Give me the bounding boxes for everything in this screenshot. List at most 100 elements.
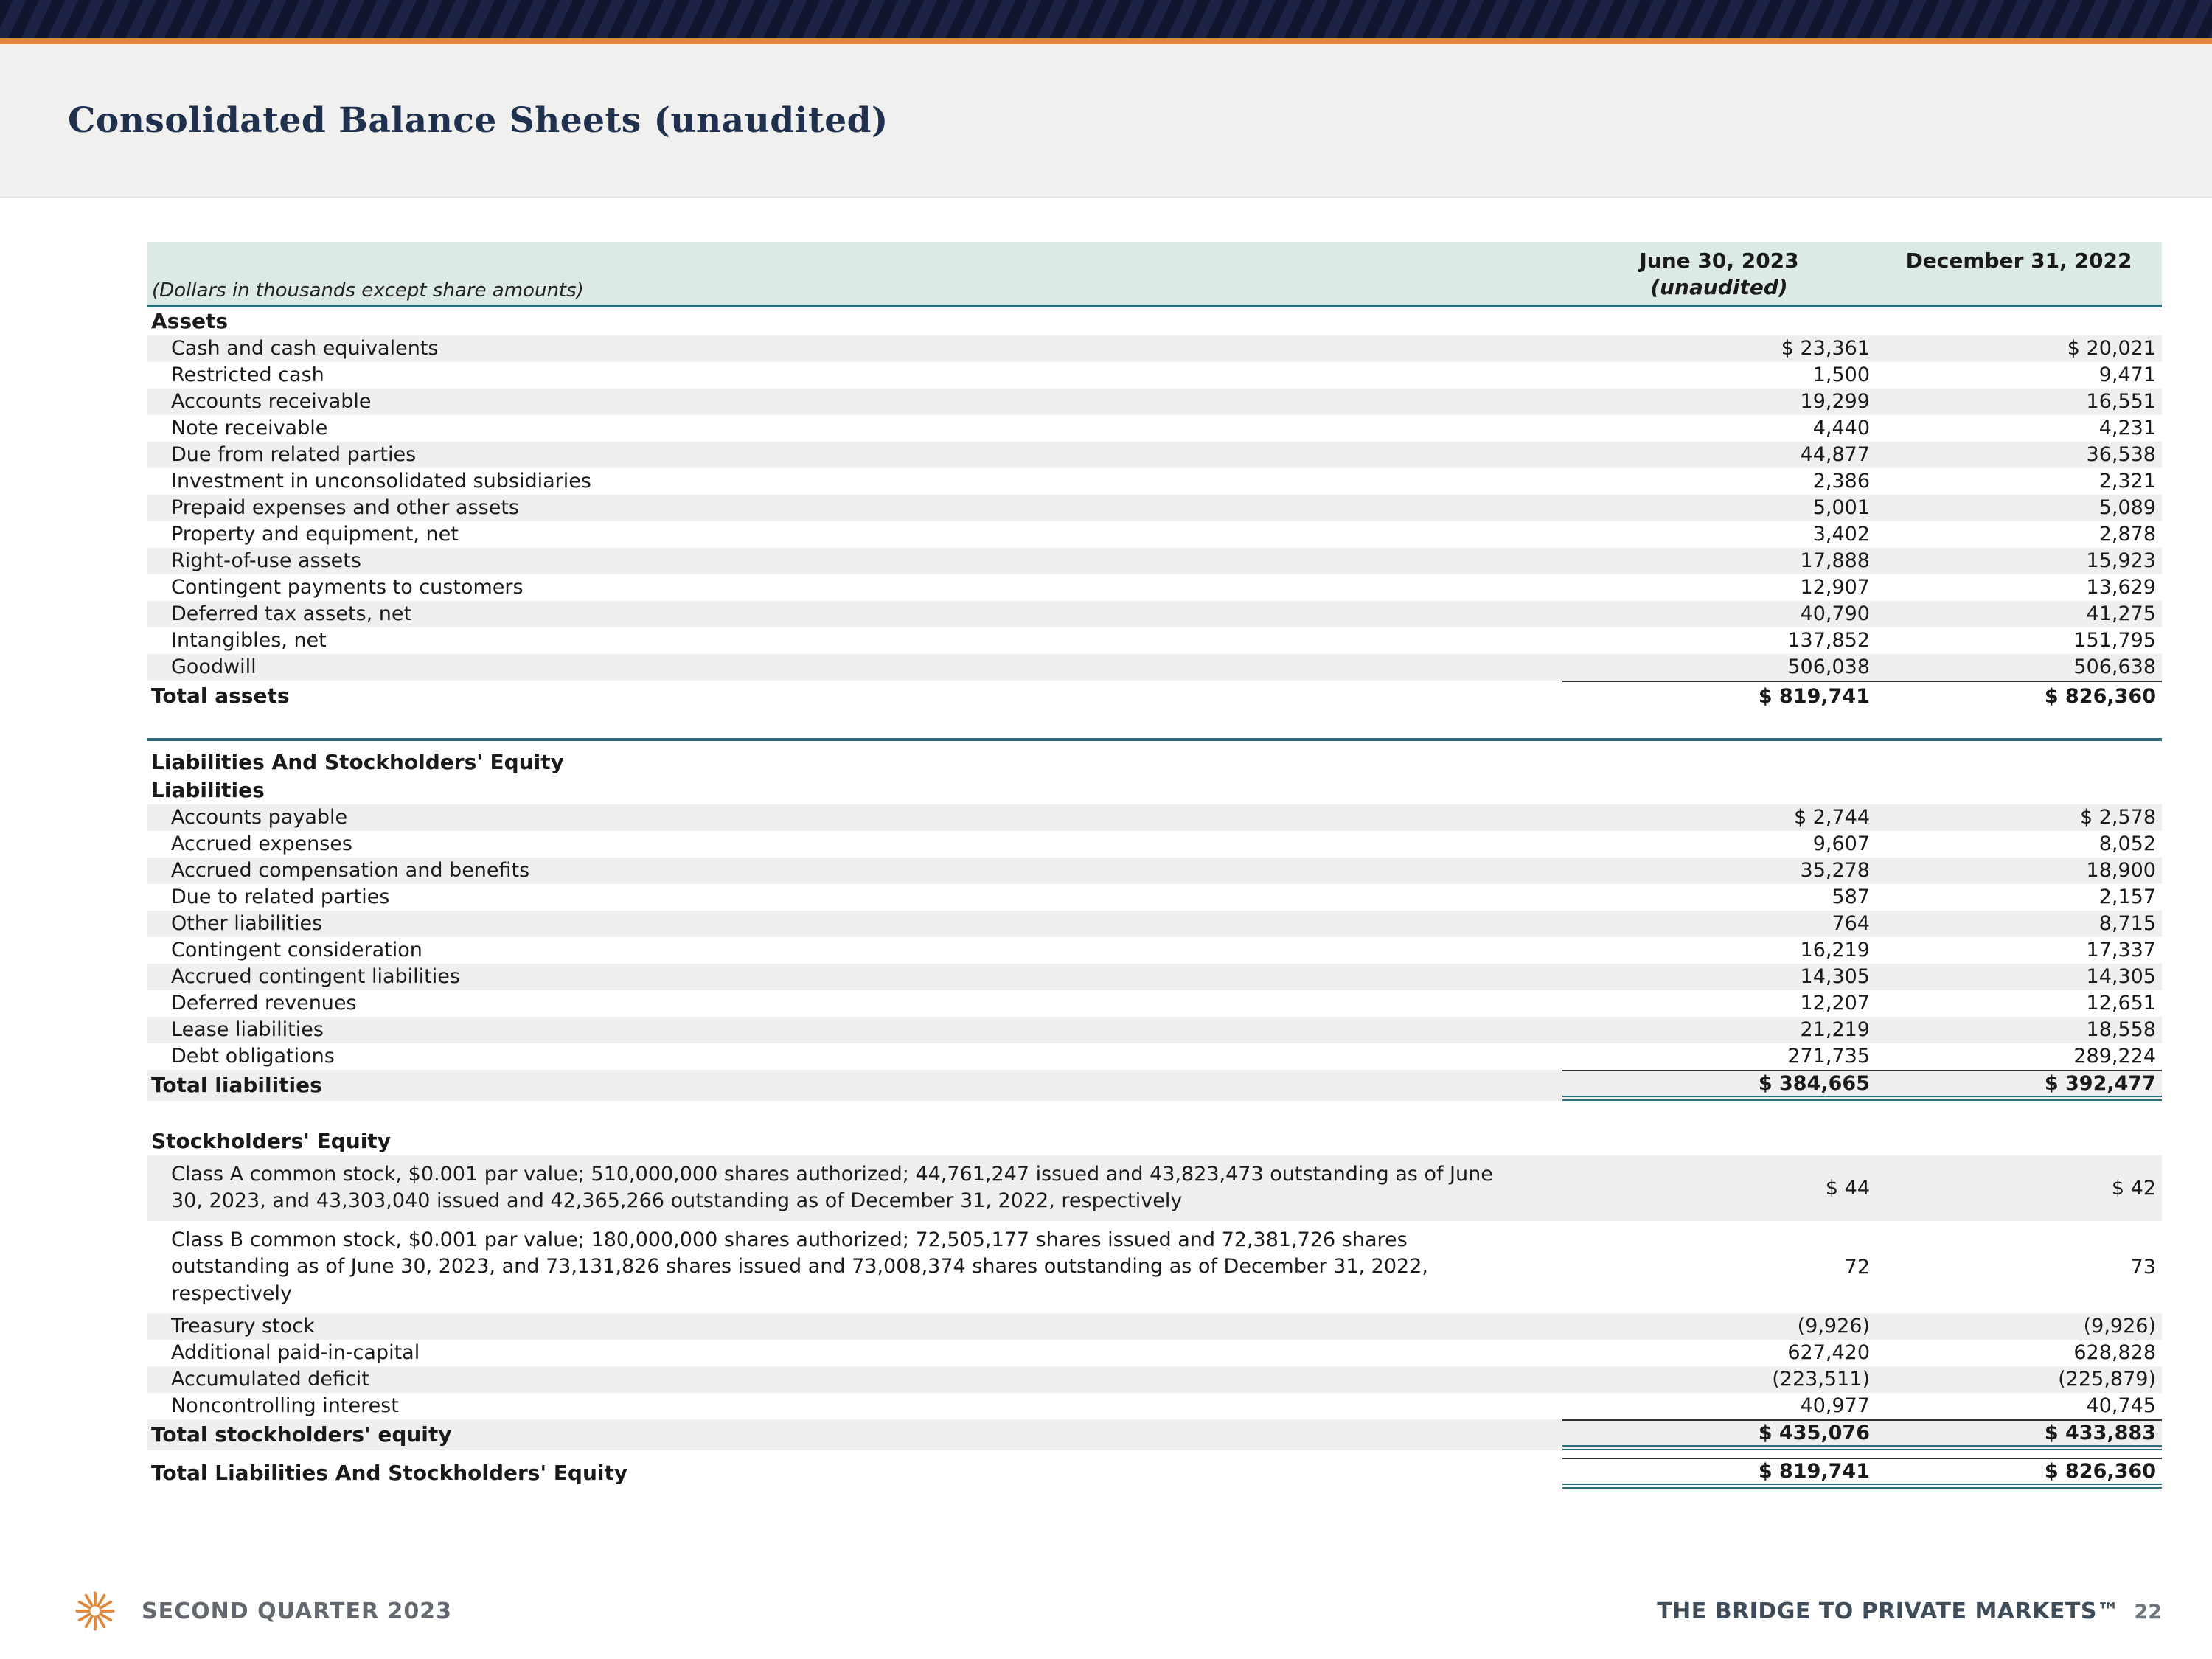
row-label: Prepaid expenses and other assets: [171, 496, 519, 520]
page-title: Consolidated Balance Sheets (unaudited): [68, 100, 888, 141]
row-label: Deferred revenues: [171, 992, 357, 1015]
column-header-june-2023: June 30, 2023 (unaudited): [1562, 248, 1876, 302]
row-label: Treasury stock: [171, 1315, 315, 1338]
value-december-2022: $ 433,883: [1876, 1419, 2162, 1450]
page-number: 22: [2134, 1600, 2162, 1624]
value-june-2023: 40,790: [1800, 602, 1870, 626]
value-december-2022: (225,879): [2058, 1368, 2156, 1391]
row-label: Total stockholders' equity: [151, 1422, 452, 1447]
value-june-2023: $ 384,665: [1562, 1069, 1876, 1101]
value-december-2022: 2,878: [2098, 523, 2156, 546]
value-december-2022: (9,926): [2083, 1315, 2156, 1338]
row-label: Accounts payable: [171, 806, 348, 830]
value-december-2022: 5,089: [2098, 496, 2156, 520]
table-row: Right-of-use assets 17,888 15,923: [147, 547, 2162, 574]
row-label: Restricted cash: [171, 364, 324, 387]
value-december-2022: 2,157: [2098, 886, 2156, 909]
value-december-2022: 628,828: [2073, 1341, 2156, 1365]
row-label: Lease liabilities: [171, 1018, 324, 1042]
row-label: Due to related parties: [171, 886, 390, 909]
value-december-2022: 8,052: [2098, 832, 2156, 856]
value-june-2023: 44,877: [1800, 443, 1870, 467]
table-row: Contingent payments to customers 12,907 13…: [147, 574, 2162, 601]
table-row: Intangibles, net 137,852 151,795: [147, 627, 2162, 654]
value-june-2023: [1562, 748, 1876, 776]
value-june-2023: (9,926): [1797, 1315, 1870, 1338]
value-june-2023: 137,852: [1787, 629, 1870, 653]
footer-tagline: THE BRIDGE TO PRIVATE MARKETS™: [1657, 1598, 2120, 1624]
value-december-2022: 18,900: [2086, 859, 2156, 883]
value-june-2023: $ 435,076: [1562, 1419, 1876, 1450]
value-december-2022: $ 826,360: [1876, 1457, 2162, 1489]
row-label: Additional paid-in-capital: [171, 1341, 420, 1365]
row-label: Other liabilities: [171, 912, 323, 936]
balance-sheet-table: (Dollars in thousands except share amoun…: [147, 242, 2162, 1489]
value-december-2022: 12,651: [2086, 992, 2156, 1015]
table-row: Class B common stock, $0.001 par value; …: [147, 1221, 2162, 1313]
row-label: Note receivable: [171, 417, 328, 440]
table-row: Debt obligations 271,735 289,224: [147, 1043, 2162, 1070]
row-spacer: [147, 1101, 2162, 1127]
table-row: Accounts receivable 19,299 16,551: [147, 388, 2162, 415]
value-december-2022: 73: [2130, 1255, 2156, 1279]
row-label: Investment in unconsolidated subsidiarie…: [171, 470, 591, 493]
row-label: Goodwill: [171, 655, 257, 679]
value-december-2022: 36,538: [2086, 443, 2156, 467]
units-note: (Dollars in thousands except share amoun…: [152, 279, 584, 302]
column-header-december-2022: December 31, 2022: [1876, 248, 2162, 302]
table-row: Treasury stock (9,926) (9,926): [147, 1312, 2162, 1340]
value-june-2023: 12,907: [1800, 576, 1870, 599]
row-label: Deferred tax assets, net: [171, 602, 412, 626]
table-row: Due to related parties 587 2,157: [147, 884, 2162, 911]
value-june-2023: 4,440: [1812, 417, 1870, 440]
value-december-2022: [1876, 748, 2162, 776]
value-december-2022: [1876, 1127, 2162, 1155]
row-label: Total liabilities: [151, 1073, 322, 1098]
table-row: Restricted cash 1,500 9,471: [147, 362, 2162, 389]
total-row: Total liabilities $ 384,665 $ 392,477: [147, 1069, 2162, 1101]
value-december-2022: 17,337: [2086, 939, 2156, 962]
value-december-2022: $ 392,477: [1876, 1069, 2162, 1101]
section-header-row: Assets: [147, 307, 2162, 335]
row-label: Due from related parties: [171, 443, 417, 467]
row-label: Accounts receivable: [171, 390, 372, 414]
section-header-row: Liabilities: [147, 776, 2162, 804]
footer: SECOND QUARTER 2023 THE BRIDGE TO PRIVAT…: [0, 1571, 2212, 1659]
table-row: Property and equipment, net 3,402 2,878: [147, 521, 2162, 548]
footer-left: SECOND QUARTER 2023: [74, 1590, 452, 1632]
value-june-2023: 1,500: [1812, 364, 1870, 387]
value-june-2023: 17,888: [1800, 549, 1870, 573]
table-row: Accounts payable $ 2,744 $ 2,578: [147, 804, 2162, 831]
value-june-2023: [1562, 307, 1876, 335]
value-december-2022: 151,795: [2073, 629, 2156, 653]
value-december-2022: 4,231: [2098, 417, 2156, 440]
value-june-2023: 35,278: [1800, 859, 1870, 883]
row-label: Debt obligations: [171, 1045, 335, 1068]
row-label: Intangibles, net: [171, 629, 327, 653]
row-label: Accrued expenses: [171, 832, 352, 856]
orange-accent-bar: [0, 38, 2212, 44]
table-row: Lease liabilities 21,219 18,558: [147, 1016, 2162, 1043]
row-label: Class B common stock, $0.001 par value; …: [171, 1228, 1428, 1305]
table-row: Goodwill 506,038 506,638: [147, 653, 2162, 681]
total-row: Total Liabilities And Stockholders' Equi…: [147, 1457, 2162, 1489]
value-december-2022: 8,715: [2098, 912, 2156, 936]
table-row: Accumulated deficit (223,511) (225,879): [147, 1366, 2162, 1393]
row-label: Cash and cash equivalents: [171, 337, 439, 361]
row-label: Liabilities: [151, 778, 265, 803]
column-header-date: June 30, 2023: [1639, 248, 1799, 273]
table-row: Deferred tax assets, net 40,790 41,275: [147, 600, 2162, 627]
value-june-2023: 5,001: [1812, 496, 1870, 520]
section-header-row: Liabilities And Stockholders' Equity: [147, 748, 2162, 776]
value-december-2022: 40,745: [2086, 1394, 2156, 1418]
row-label: Assets: [151, 309, 229, 334]
value-june-2023: $ 2,744: [1793, 806, 1870, 830]
value-june-2023: $ 819,741: [1562, 680, 1876, 712]
row-label: Contingent payments to customers: [171, 576, 524, 599]
value-december-2022: $ 826,360: [1876, 680, 2162, 712]
row-label: Accumulated deficit: [171, 1368, 369, 1391]
row-label: Total assets: [151, 684, 290, 709]
table-row: Cash and cash equivalents $ 23,361 $ 20,02…: [147, 335, 2162, 362]
value-june-2023: $ 23,361: [1781, 337, 1870, 361]
value-december-2022: 18,558: [2086, 1018, 2156, 1042]
